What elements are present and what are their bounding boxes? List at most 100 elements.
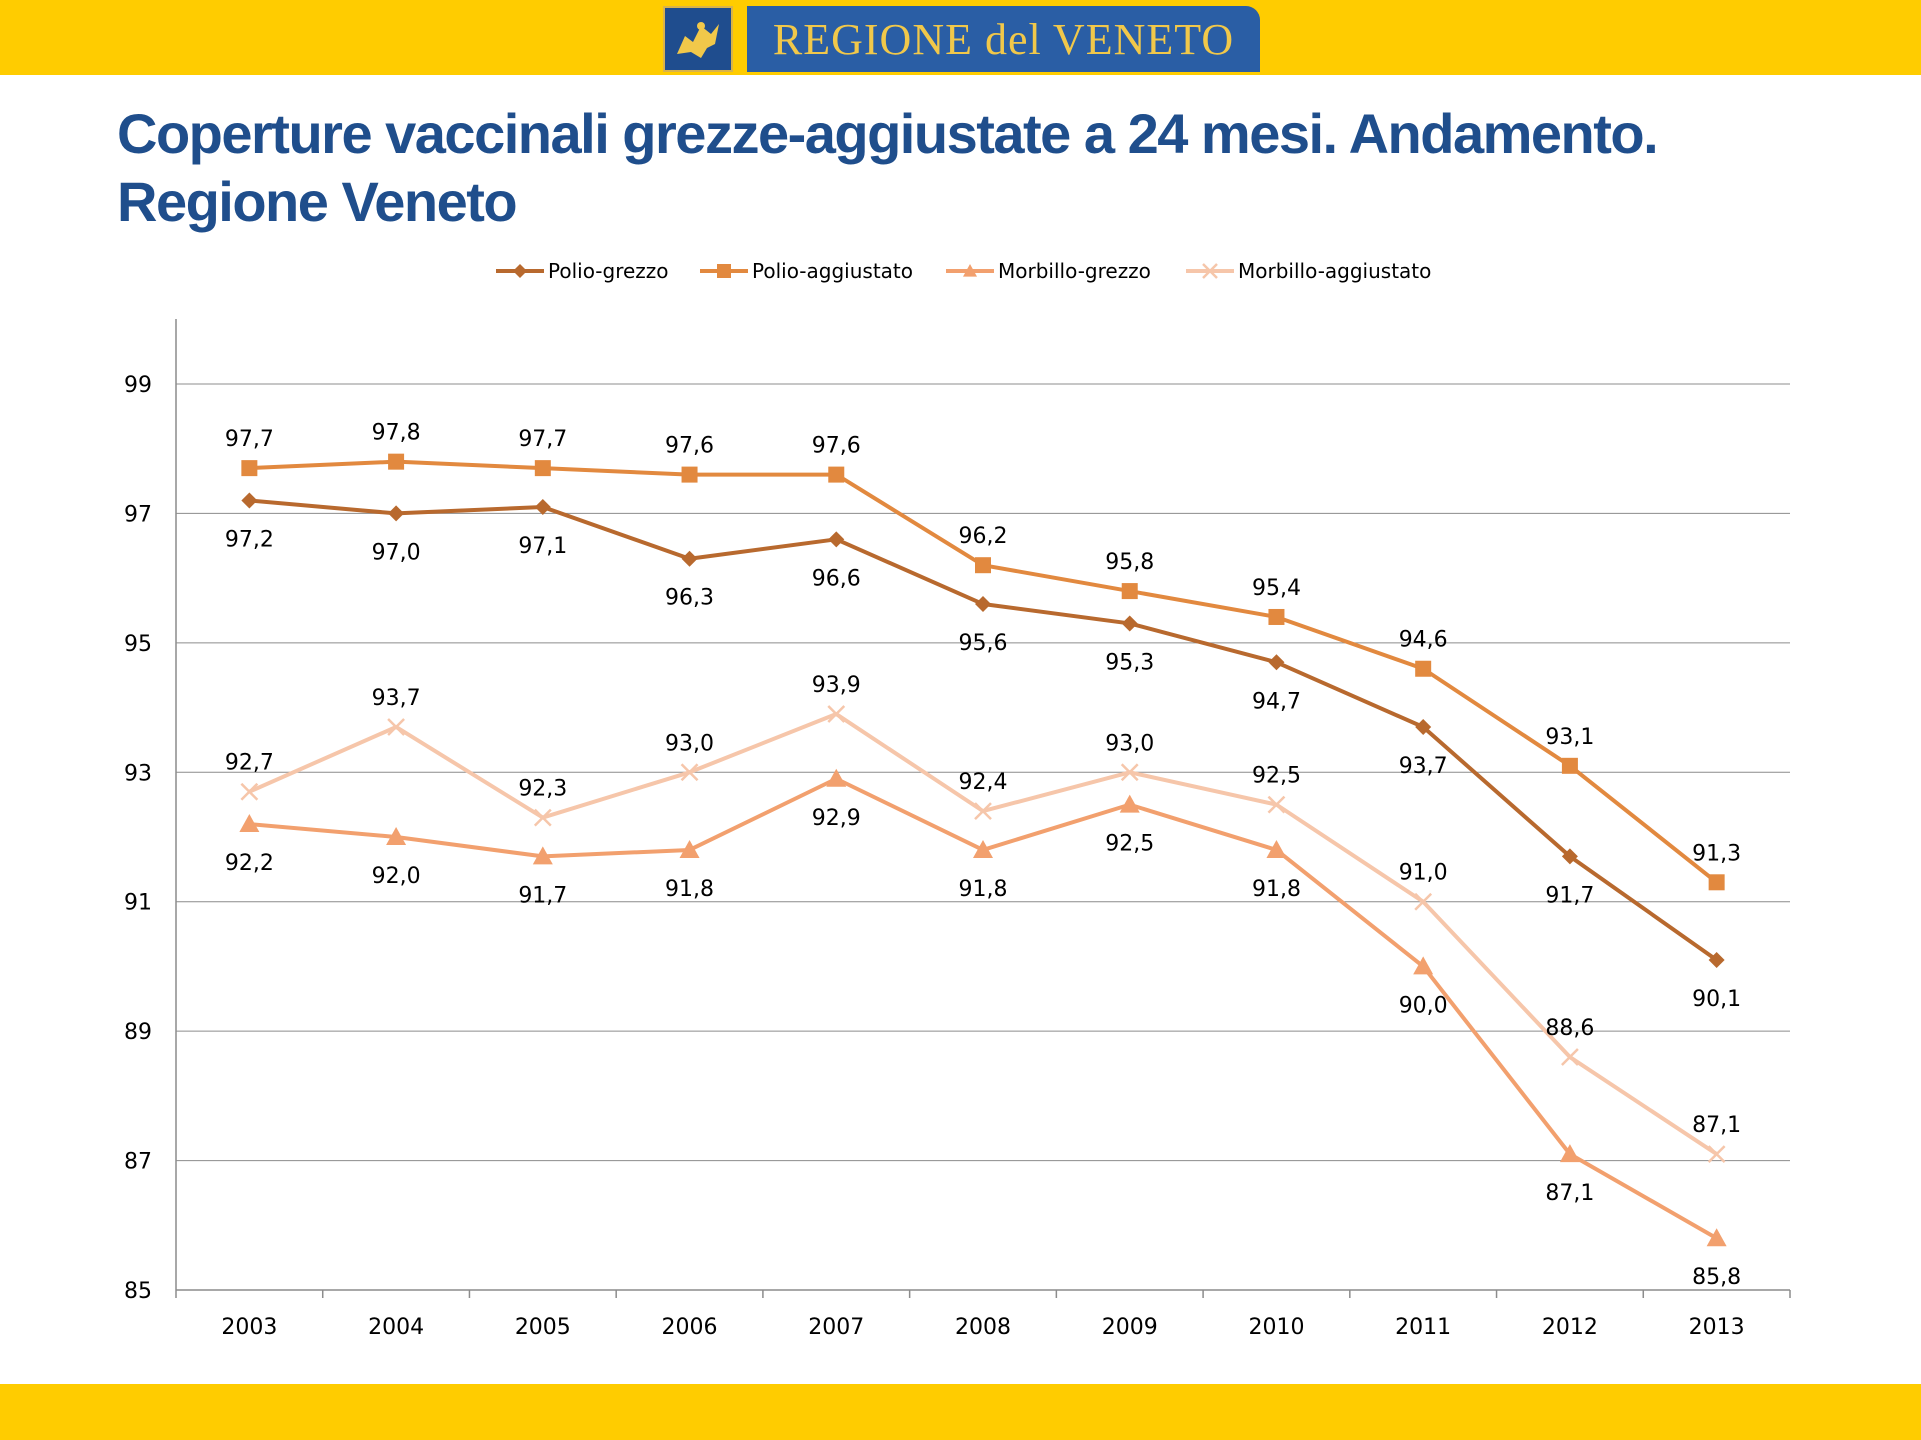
marker-stroke: [387, 718, 405, 736]
data-point-polio-grezzo: [1121, 615, 1138, 632]
data-point-polio-aggiustato: [534, 460, 551, 477]
y-tick-label: 89: [124, 1020, 152, 1045]
data-label-morbillo-grezzo: 92,9: [812, 806, 861, 831]
data-label-morbillo-aggiustato: 93,0: [665, 731, 714, 756]
title-line-2: Regione Veneto: [117, 170, 518, 233]
data-point-morbillo-grezzo: [1706, 1228, 1727, 1247]
marker-stroke: [1414, 892, 1433, 911]
data-point-polio-aggiustato: [1268, 608, 1285, 625]
data-point-polio-aggiustato: [975, 557, 991, 574]
marker-stroke: [1561, 1048, 1579, 1066]
regione-veneto-logo: REGIONE del VENETO: [663, 6, 1260, 72]
data-point-polio-aggiustato: [241, 460, 258, 477]
legend-marker-morbillo-aggiustato: [1202, 263, 1218, 279]
legend-label: Polio-aggiustato: [752, 259, 913, 283]
data-point-morbillo-aggiustato: [1120, 763, 1139, 782]
data-point-polio-grezzo: [681, 550, 698, 567]
data-label-morbillo-grezzo: 92,0: [372, 864, 421, 889]
data-label-polio-grezzo: 90,1: [1692, 987, 1741, 1012]
data-label-polio-aggiustato: 97,7: [225, 427, 274, 452]
x-tick-label: 2004: [368, 1315, 424, 1340]
data-point-polio-aggiustato: [1121, 583, 1138, 600]
x-tick-label: 2012: [1542, 1315, 1598, 1340]
data-point-polio-aggiustato: [388, 453, 405, 470]
data-point-morbillo-grezzo: [532, 846, 553, 865]
data-label-morbillo-grezzo: 91,8: [1252, 877, 1301, 902]
y-tick-label: 97: [124, 502, 152, 527]
data-point-polio-aggiustato: [1561, 757, 1578, 774]
x-tick-label: 2006: [662, 1315, 718, 1340]
x-tick-label: 2008: [955, 1315, 1011, 1340]
data-label-polio-grezzo: 95,3: [1105, 650, 1154, 675]
data-point-polio-aggiustato: [1415, 660, 1432, 677]
data-point-morbillo-aggiustato: [974, 802, 992, 820]
data-label-morbillo-aggiustato: 92,5: [1252, 764, 1301, 789]
marker-stroke: [1120, 763, 1139, 782]
y-tick-label: 87: [124, 1150, 152, 1175]
title-line-1: Coperture vaccinali grezze-aggiustate a …: [117, 102, 1659, 165]
data-label-morbillo-aggiustato: 92,7: [225, 751, 274, 776]
data-point-polio-aggiustato: [681, 466, 698, 483]
x-tick-label: 2010: [1248, 1315, 1304, 1340]
page-title: Coperture vaccinali grezze-aggiustate a …: [117, 100, 1817, 236]
data-point-morbillo-aggiustato: [1267, 795, 1286, 814]
data-label-morbillo-aggiustato: 92,4: [959, 770, 1008, 795]
data-point-morbillo-grezzo: [1413, 956, 1434, 975]
lion-emblem-icon: [663, 6, 733, 72]
data-label-morbillo-aggiustato: 93,7: [372, 686, 421, 711]
marker-stroke: [533, 808, 552, 827]
data-label-polio-aggiustato: 93,1: [1545, 725, 1594, 750]
data-point-polio-grezzo: [241, 492, 258, 509]
data-point-polio-grezzo: [828, 531, 845, 548]
x-tick-label: 2013: [1689, 1315, 1745, 1340]
marker-stroke: [827, 705, 846, 723]
data-label-morbillo-aggiustato: 93,0: [1105, 731, 1154, 756]
marker-stroke: [680, 763, 699, 782]
x-tick-label: 2005: [515, 1315, 571, 1340]
data-label-morbillo-grezzo: 87,1: [1545, 1181, 1594, 1206]
data-label-polio-aggiustato: 95,8: [1105, 550, 1154, 575]
data-point-morbillo-aggiustato: [1414, 892, 1433, 911]
data-point-polio-grezzo: [975, 596, 991, 613]
data-label-polio-aggiustato: 97,6: [812, 434, 861, 459]
marker-stroke: [1202, 263, 1218, 279]
data-point-morbillo-grezzo: [386, 827, 407, 845]
data-label-polio-grezzo: 97,1: [518, 534, 567, 559]
data-point-morbillo-aggiustato: [1561, 1048, 1579, 1066]
data-label-morbillo-grezzo: 91,8: [959, 877, 1008, 902]
data-point-polio-aggiustato: [828, 466, 845, 483]
data-point-polio-grezzo: [1268, 654, 1285, 671]
legend-marker-polio-grezzo: [513, 264, 527, 278]
legend-marker-morbillo-grezzo: [963, 264, 977, 277]
y-tick-label: 85: [124, 1279, 152, 1304]
data-label-polio-grezzo: 97,0: [372, 540, 421, 565]
data-point-polio-grezzo: [1561, 848, 1578, 865]
marker-stroke: [1267, 795, 1286, 814]
data-point-morbillo-grezzo: [679, 839, 700, 858]
data-label-morbillo-grezzo: 92,2: [225, 851, 274, 876]
logo-text: REGIONE del VENETO: [747, 6, 1260, 72]
data-label-morbillo-grezzo: 91,7: [518, 883, 567, 908]
y-tick-label: 93: [124, 761, 152, 786]
data-point-morbillo-grezzo: [1119, 794, 1140, 813]
data-label-polio-grezzo: 95,6: [959, 631, 1008, 656]
data-point-polio-grezzo: [1708, 951, 1725, 968]
data-point-polio-aggiustato: [1708, 874, 1725, 891]
data-point-morbillo-aggiustato: [827, 705, 846, 723]
data-label-polio-aggiustato: 96,2: [959, 524, 1008, 549]
footer-bar: [0, 1384, 1921, 1440]
data-label-morbillo-aggiustato: 87,1: [1692, 1113, 1741, 1138]
data-label-morbillo-grezzo: 91,8: [665, 877, 714, 902]
legend-label: Morbillo-aggiustato: [1238, 259, 1431, 283]
data-point-morbillo-aggiustato: [387, 718, 405, 736]
data-label-morbillo-grezzo: 85,8: [1692, 1265, 1741, 1290]
data-label-polio-aggiustato: 97,6: [665, 434, 714, 459]
data-label-polio-grezzo: 97,2: [225, 527, 274, 552]
data-label-morbillo-aggiustato: 93,9: [812, 673, 861, 698]
data-point-morbillo-aggiustato: [1707, 1145, 1726, 1163]
y-tick-label: 91: [124, 891, 152, 916]
data-point-morbillo-grezzo: [973, 839, 993, 858]
data-point-morbillo-aggiustato: [240, 782, 259, 801]
data-label-polio-aggiustato: 91,3: [1692, 841, 1741, 866]
